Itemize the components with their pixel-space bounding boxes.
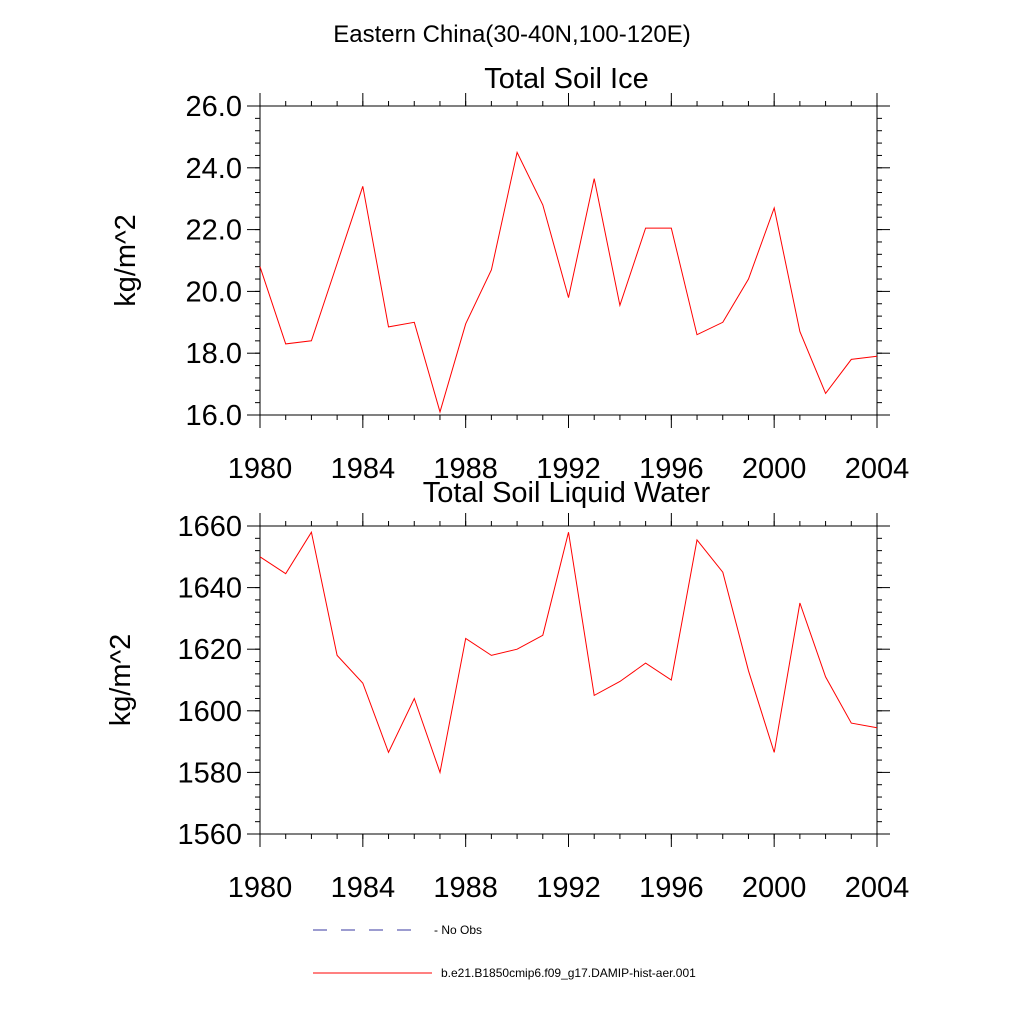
x-tick-label: 1988 — [433, 453, 498, 485]
y-tick-label: 1640 — [177, 573, 242, 605]
panel-total-soil-ice: Total Soil Ice kg/m^2 1980 1984 1988 1992 1996… — [110, 63, 909, 485]
x-tick-label: 2000 — [742, 453, 807, 485]
y-tick-label: 1580 — [177, 757, 242, 789]
y-axis-label: kg/m^2 — [110, 214, 142, 307]
series-line — [259, 530, 878, 775]
panel-total-soil-liquid-water: Total Soil Liquid Water kg/m^2 1980 1984 198… — [105, 477, 909, 904]
x-tick-label: 1992 — [536, 453, 601, 485]
y-tick-label: 16.0 — [186, 400, 242, 432]
figure-suptitle: Eastern China(30-40N,100-120E) — [333, 21, 691, 48]
x-tick-label: 1984 — [331, 453, 396, 485]
x-tick-label: 1988 — [433, 872, 498, 904]
y-tick-label: 22.0 — [186, 215, 242, 247]
y-tick-label: 26.0 — [186, 91, 242, 123]
legend: - No Obs b.e21.B1850cmip6.f09_g17.DAMIP-… — [313, 923, 696, 980]
y-tick-label: 24.0 — [186, 153, 242, 185]
legend-obs-label: - No Obs — [434, 923, 482, 937]
x-tick-label: 2004 — [845, 453, 910, 485]
x-tick-label: 1996 — [639, 872, 704, 904]
plot-frame — [259, 105, 878, 416]
y-tick-label: 1620 — [177, 634, 242, 666]
x-tick-label: 1996 — [639, 453, 704, 485]
plot-frame — [259, 525, 878, 835]
y-tick-label: 1600 — [177, 696, 242, 728]
legend-model-label: b.e21.B1850cmip6.f09_g17.DAMIP-hist-aer.… — [441, 966, 696, 980]
y-axis-label: kg/m^2 — [105, 634, 137, 727]
plot-title: Total Soil Ice — [484, 63, 648, 95]
y-tick-label: 1560 — [177, 819, 242, 851]
y-tick-label: 20.0 — [186, 276, 242, 308]
series-line — [259, 150, 878, 414]
x-tick-label: 1992 — [536, 872, 601, 904]
x-tick-label: 2004 — [845, 872, 910, 904]
x-tick-label: 1980 — [228, 453, 293, 485]
x-tick-label: 1980 — [228, 872, 293, 904]
x-tick-label: 1984 — [331, 872, 396, 904]
x-tick-label: 2000 — [742, 872, 807, 904]
plot-title: Total Soil Liquid Water — [423, 477, 711, 509]
y-tick-label: 1660 — [177, 511, 242, 543]
y-tick-label: 18.0 — [186, 338, 242, 370]
